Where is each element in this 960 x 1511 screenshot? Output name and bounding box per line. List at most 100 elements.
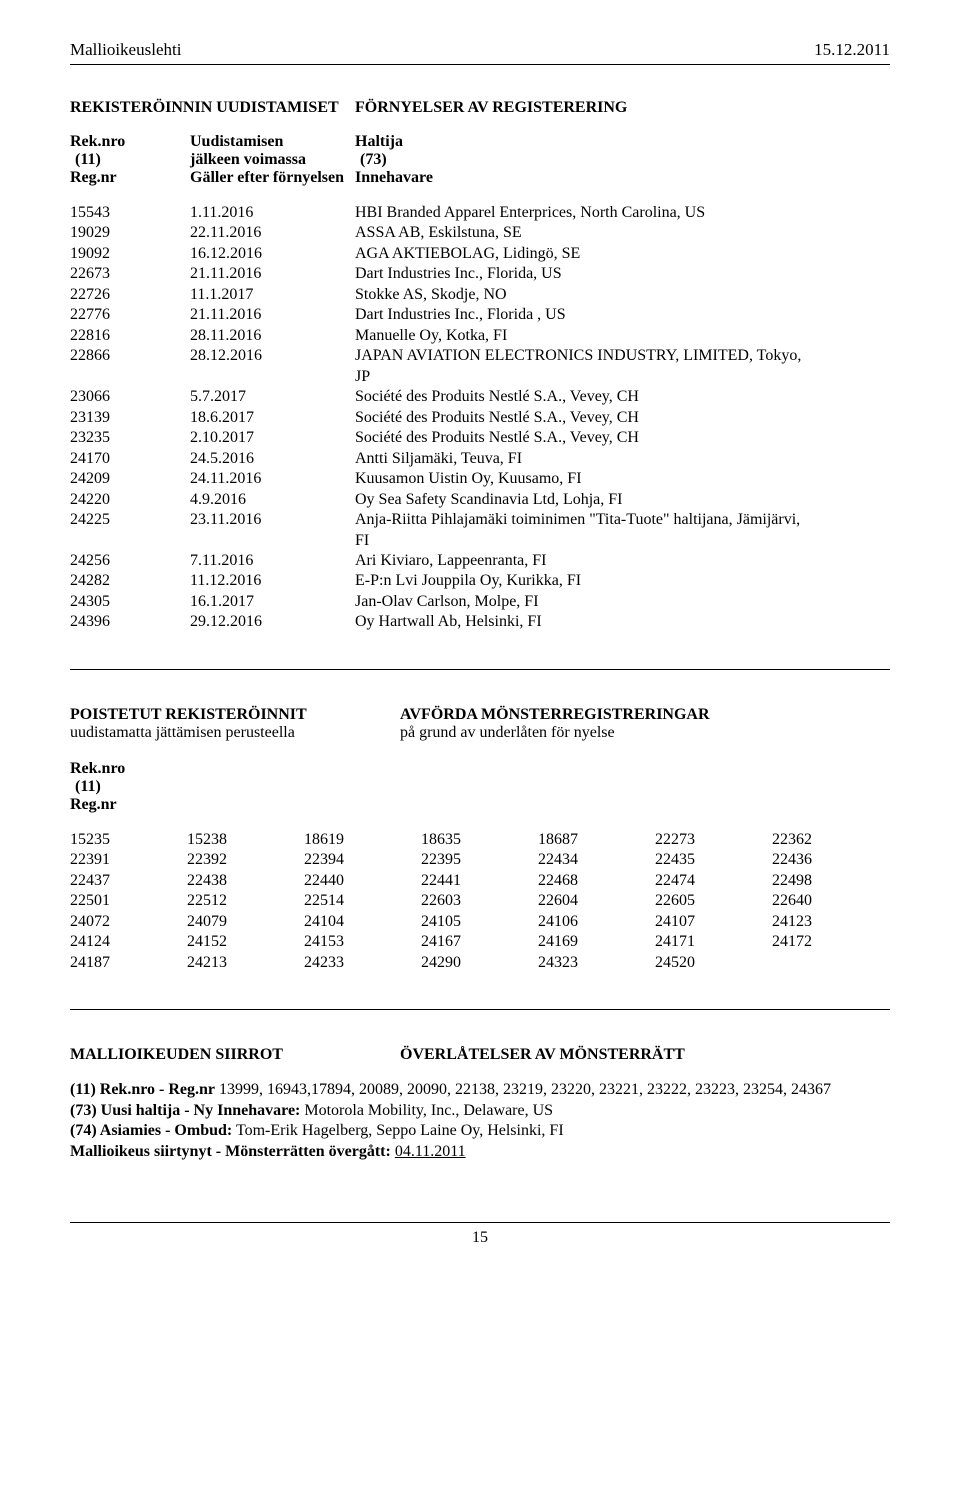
renewal-holder: JAPAN AVIATION ELECTRONICS INDUSTRY, LIM… <box>355 346 890 366</box>
renewal-date: 11.1.2017 <box>190 285 355 305</box>
number-grid-cell: 24107 <box>655 912 772 932</box>
renewal-row: 2286628.12.2016JAPAN AVIATION ELECTRONIC… <box>70 346 890 366</box>
renewal-row: 2313918.6.2017Société des Produits Nestl… <box>70 408 890 428</box>
section2-heading-right-sub: på grund av underlåten för nyelse <box>400 724 710 742</box>
section2-heading-right-bold: AVFÖRDA MÖNSTERREGISTRERINGAR <box>400 706 710 724</box>
renewal-reg: 22776 <box>70 305 190 325</box>
renewal-date: 1.11.2016 <box>190 203 355 223</box>
number-grid-row: 22501225122251422603226042260522640 <box>70 891 890 911</box>
section1-heading-right: FÖRNYELSER AV REGISTERERING <box>355 99 627 117</box>
number-grid-cell: 22441 <box>421 871 538 891</box>
transfer-line-3-bold: (74) Asiamies - Ombud: <box>70 1122 232 1139</box>
number-grid-cell: 22501 <box>70 891 187 911</box>
renewal-row: 1909216.12.2016AGA AKTIEBOLAG, Lidingö, … <box>70 244 890 264</box>
number-grid-cell: 24323 <box>538 953 655 973</box>
page-header: Mallioikeuslehti 15.12.2011 <box>70 40 890 60</box>
renewal-reg: 24396 <box>70 612 190 632</box>
number-grid-cell: 18619 <box>304 830 421 850</box>
page-container: Mallioikeuslehti 15.12.2011 REKISTERÖINN… <box>0 0 960 1287</box>
renewal-reg: 19092 <box>70 244 190 264</box>
section2-heading-left: POISTETUT REKISTERÖINNIT uudistamatta jä… <box>70 706 400 742</box>
renewal-row: 2430516.1.2017Jan-Olav Carlson, Molpe, F… <box>70 592 890 612</box>
number-grid-cell: 24171 <box>655 932 772 952</box>
renewal-holder: Oy Sea Safety Scandinavia Ltd, Lohja, FI <box>355 490 890 510</box>
renewal-row: 2428211.12.2016E-P:n Lvi Jouppila Oy, Ku… <box>70 571 890 591</box>
renewal-holder: Anja-Riitta Pihlajamäki toiminimen "Tita… <box>355 510 890 530</box>
number-grid-cell: 22474 <box>655 871 772 891</box>
renewal-row: 2439629.12.2016Oy Hartwall Ab, Helsinki,… <box>70 612 890 632</box>
number-grid-cell: 22512 <box>187 891 304 911</box>
number-grid-cell: 24233 <box>304 953 421 973</box>
number-grid-cell <box>772 953 889 973</box>
colhead-3b: (73) <box>355 151 433 169</box>
renewal-reg: 23066 <box>70 387 190 407</box>
number-grid-cell: 24123 <box>772 912 889 932</box>
number-grid-row: 24072240792410424105241062410724123 <box>70 912 890 932</box>
number-grid-cell: 22605 <box>655 891 772 911</box>
divider-2 <box>70 1009 890 1010</box>
renewal-reg: 24225 <box>70 510 190 530</box>
number-grid-row: 15235152381861918635186872227322362 <box>70 830 890 850</box>
renewal-date: 28.12.2016 <box>190 346 355 366</box>
number-grid-cell: 24213 <box>187 953 304 973</box>
renewal-date: 11.12.2016 <box>190 571 355 591</box>
colhead-2b: jälkeen voimassa <box>190 151 355 169</box>
colhead-1b: (11) <box>70 151 190 169</box>
renewal-date: 2.10.2017 <box>190 428 355 448</box>
colhead-2c: Gäller efter förnyelsen <box>190 169 355 187</box>
renewal-date: 24.11.2016 <box>190 469 355 489</box>
renewal-holder: Société des Produits Nestlé S.A., Vevey,… <box>355 408 890 428</box>
renewal-holder-cont: JP <box>355 367 890 387</box>
renewal-date: 7.11.2016 <box>190 551 355 571</box>
number-grid-cell: 24520 <box>655 953 772 973</box>
number-grid-cell: 22436 <box>772 850 889 870</box>
renewal-holder: Société des Produits Nestlé S.A., Vevey,… <box>355 428 890 448</box>
renewal-holder: Antti Siljamäki, Teuva, FI <box>355 449 890 469</box>
transfer-line-3: (74) Asiamies - Ombud: Tom-Erik Hagelber… <box>70 1121 890 1141</box>
renewal-row: 232352.10.2017Société des Produits Nestl… <box>70 428 890 448</box>
transfer-line-4-date: 04.11.2011 <box>395 1143 466 1160</box>
renewal-row: 2272611.1.2017Stokke AS, Skodje, NO <box>70 285 890 305</box>
section1-column-headers: Rek.nro (11) Reg.nr Uudistamisen jälkeen… <box>70 133 890 187</box>
renewal-holder: Société des Produits Nestlé S.A., Vevey,… <box>355 387 890 407</box>
colhead-1c: Reg.nr <box>70 169 190 187</box>
number-grid-row: 22391223922239422395224342243522436 <box>70 850 890 870</box>
number-grid-cell: 22362 <box>772 830 889 850</box>
renewal-date: 5.7.2017 <box>190 387 355 407</box>
renewal-reg: 19029 <box>70 223 190 243</box>
number-grid-cell: 24169 <box>538 932 655 952</box>
renewal-reg: 15543 <box>70 203 190 223</box>
reknro-l1: Rek.nro <box>70 760 890 778</box>
renewal-reg: 22673 <box>70 264 190 284</box>
renewal-reg: 24170 <box>70 449 190 469</box>
renewal-reg: 23139 <box>70 408 190 428</box>
number-grid-cell: 15235 <box>70 830 187 850</box>
renewal-date: 28.11.2016 <box>190 326 355 346</box>
transfer-line-1-rest: 13999, 16943,17894, 20089, 20090, 22138,… <box>215 1081 831 1098</box>
renewal-reg: 22816 <box>70 326 190 346</box>
number-grid-cell: 18635 <box>421 830 538 850</box>
number-grid-cell: 22604 <box>538 891 655 911</box>
number-grid-cell: 24124 <box>70 932 187 952</box>
renewal-row: 242204.9.2016Oy Sea Safety Scandinavia L… <box>70 490 890 510</box>
renewal-reg: 24305 <box>70 592 190 612</box>
renewal-row: 2422523.11.2016Anja-Riitta Pihlajamäki t… <box>70 510 890 530</box>
renewal-holder: Ari Kiviaro, Lappeenranta, FI <box>355 551 890 571</box>
colhead-3a: Haltija <box>355 133 433 151</box>
number-grid-cell: 24167 <box>421 932 538 952</box>
number-grid-cell: 22395 <box>421 850 538 870</box>
section2-headings: POISTETUT REKISTERÖINNIT uudistamatta jä… <box>70 706 890 742</box>
renewal-reg: 24220 <box>70 490 190 510</box>
renewal-date: 29.12.2016 <box>190 612 355 632</box>
renewal-holder: Dart Industries Inc., Florida, US <box>355 264 890 284</box>
number-grid-cell: 22514 <box>304 891 421 911</box>
number-grid-cell: 22392 <box>187 850 304 870</box>
number-grid-cell: 22498 <box>772 871 889 891</box>
number-grid-row: 22437224382244022441224682247422498 <box>70 871 890 891</box>
colhead-3: Haltija (73) Innehavare <box>355 133 433 187</box>
renewal-row: 2281628.11.2016Manuelle Oy, Kotka, FI <box>70 326 890 346</box>
renewal-date: 21.11.2016 <box>190 305 355 325</box>
number-grid-cell: 24290 <box>421 953 538 973</box>
number-grid-cell: 22435 <box>655 850 772 870</box>
renewal-reg: 24282 <box>70 571 190 591</box>
